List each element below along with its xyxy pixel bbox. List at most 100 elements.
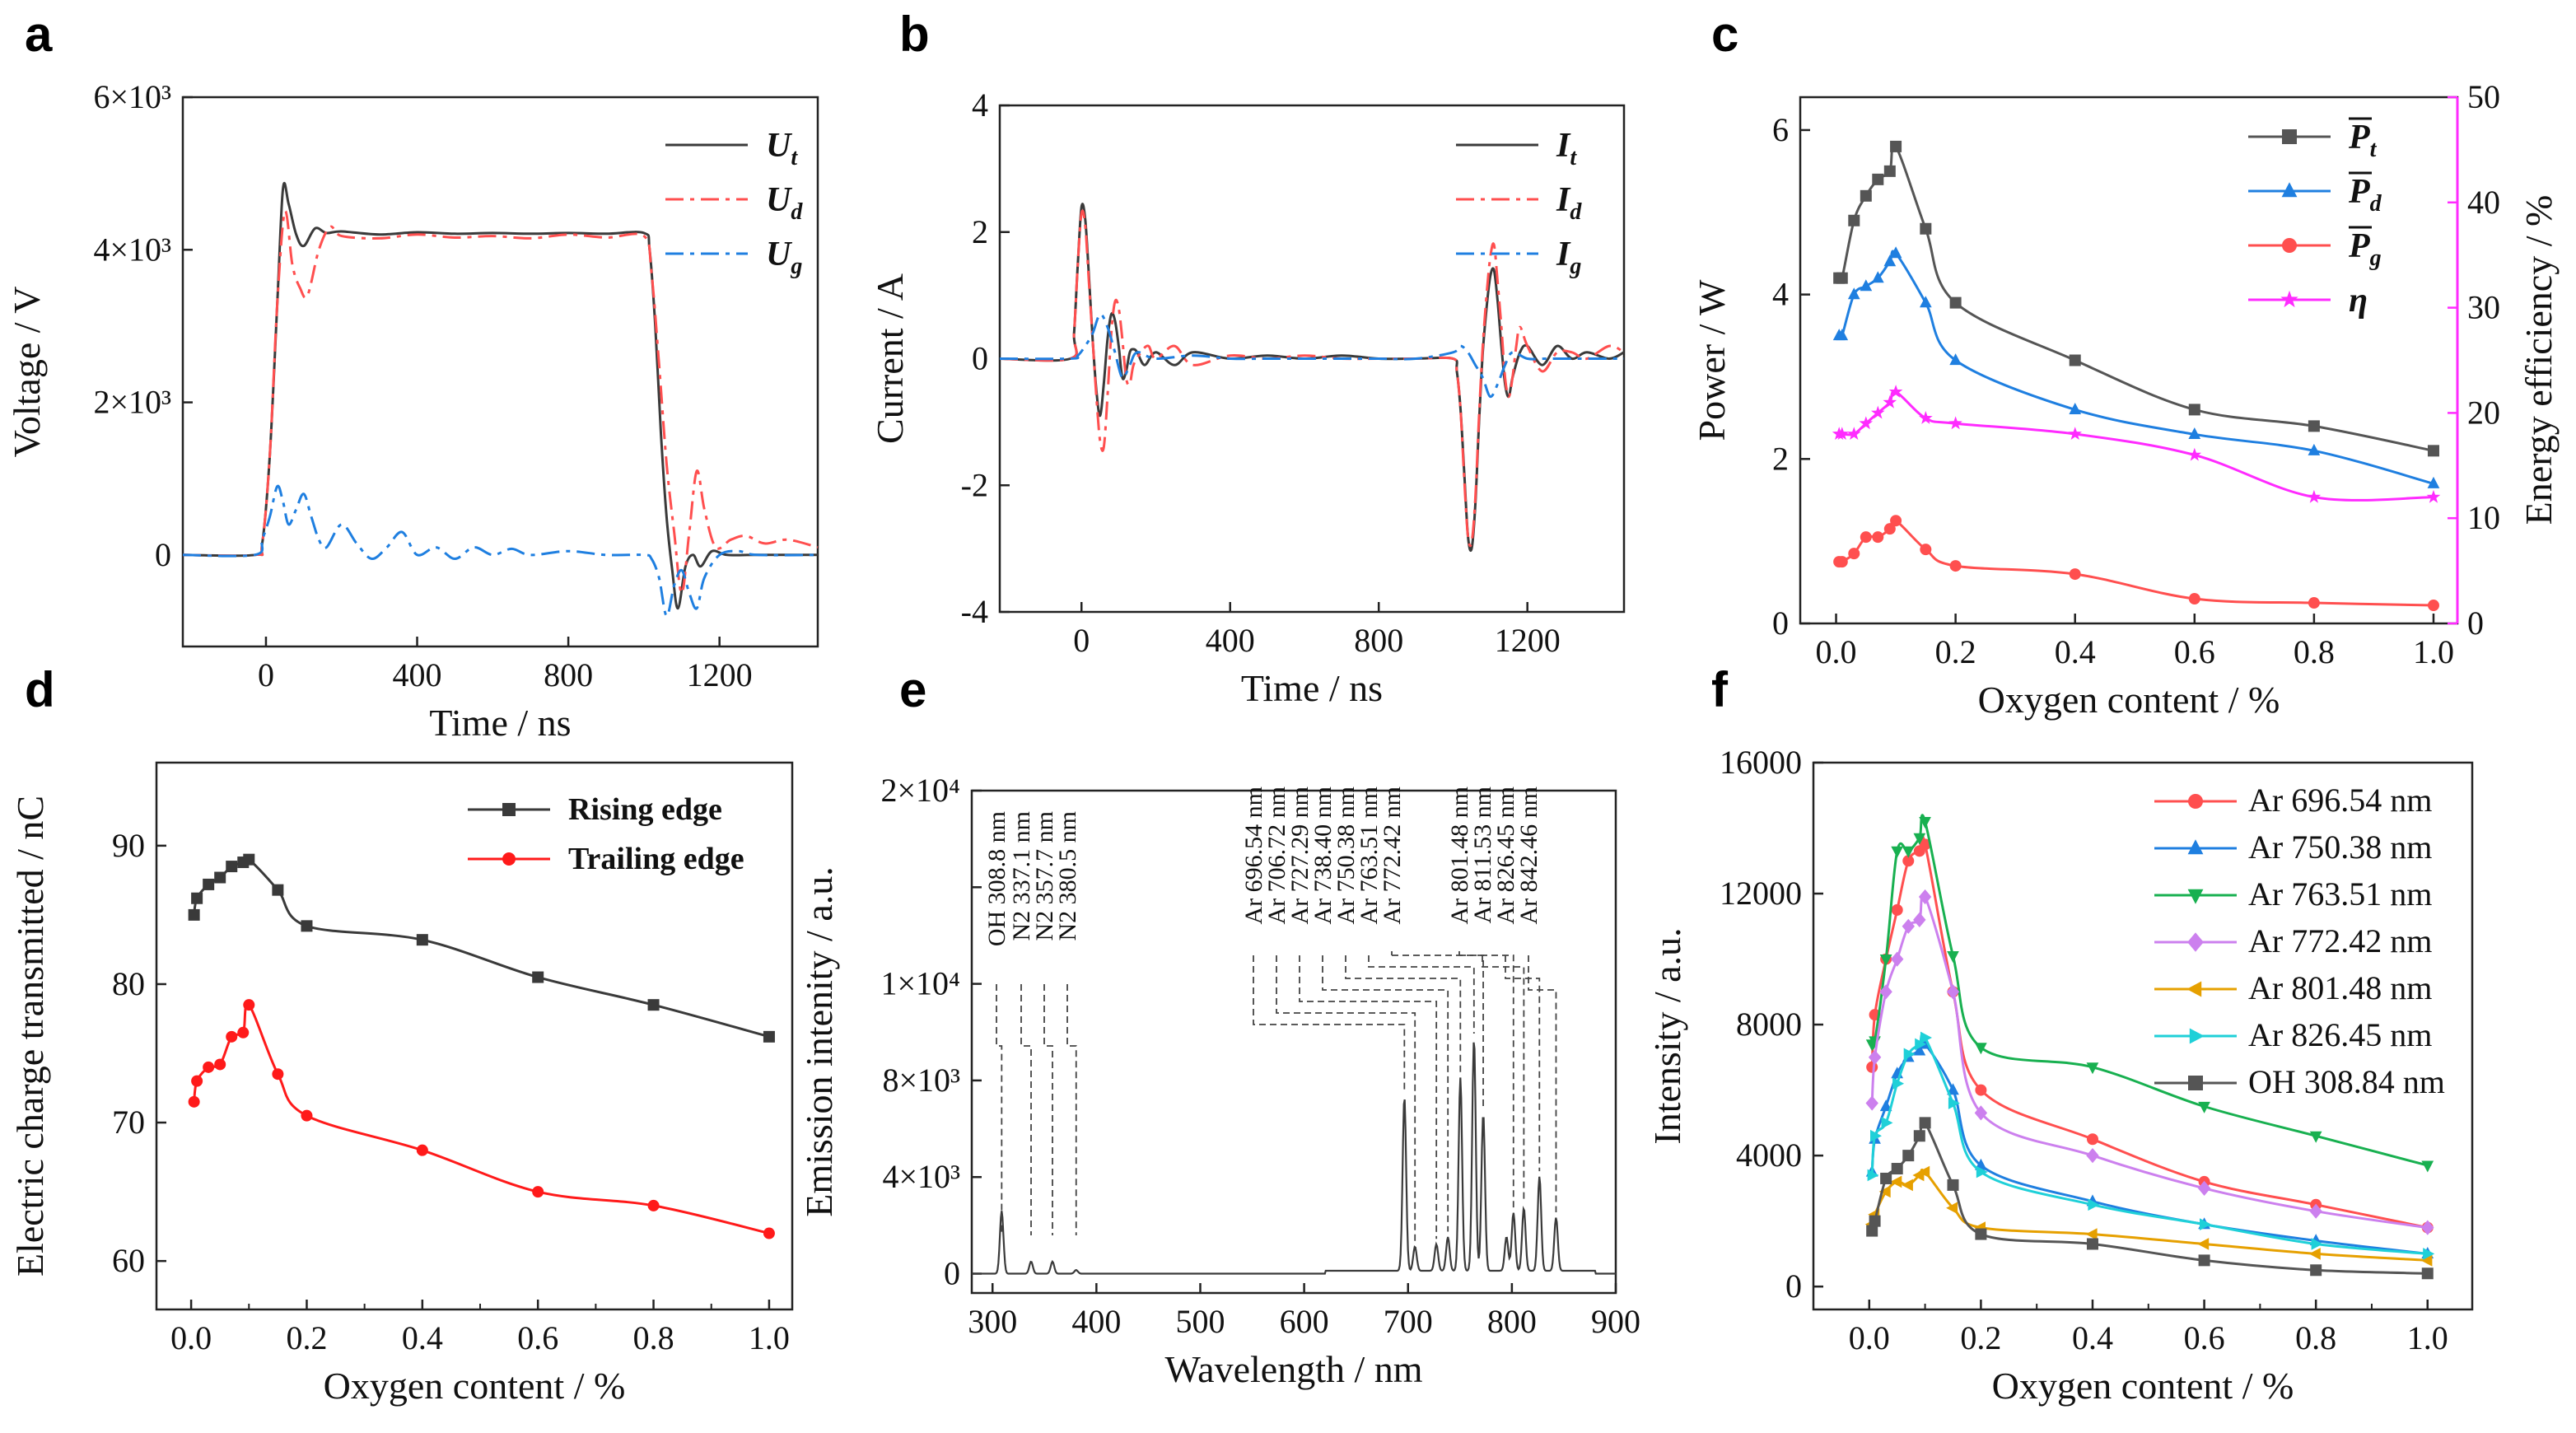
- data-point: [1836, 329, 1849, 341]
- data-point: [2188, 593, 2200, 605]
- data-point: [1881, 1117, 1893, 1129]
- x-tick-label: 0.2: [1960, 1319, 2001, 1356]
- legend-Id-main: I: [1556, 181, 1571, 219]
- y-tick-label: 90: [112, 827, 145, 864]
- y-right-axis-label: Energy efficiency / %: [2518, 195, 2560, 525]
- data-point: [1975, 1084, 1987, 1096]
- legend-η-main: η: [2349, 282, 2368, 320]
- panel-e: 300 400 500 600 700 800 900 0 4×10³ 8×10³ 1×10⁴ 2×1…: [798, 772, 1640, 1390]
- legend-Ug-sub: g: [790, 254, 802, 279]
- data-point: [1883, 254, 1897, 267]
- legend-marker: [502, 803, 516, 816]
- series-Ar 763.51 nm: [1870, 814, 2429, 1167]
- data-point: [2308, 420, 2320, 432]
- panel-label-b: b: [899, 7, 930, 62]
- legend-Ud: Ud: [766, 181, 803, 225]
- legend-Ig: Ig: [1556, 236, 1581, 279]
- data-point: [2085, 1228, 2098, 1240]
- data-point: [1836, 272, 1848, 284]
- legend-marker: [2280, 290, 2298, 308]
- legend-marker: [2187, 932, 2204, 952]
- data-point: [1919, 817, 1931, 829]
- data-point: [1866, 1225, 1878, 1237]
- data-point: [1883, 165, 1896, 177]
- data-point: [1872, 173, 1884, 185]
- legend-Ig-main: I: [1556, 236, 1571, 273]
- data-point: [1913, 833, 1926, 845]
- legend-Pt-sub: t: [2370, 137, 2378, 162]
- data-point: [2307, 489, 2322, 503]
- data-point: [1947, 951, 1959, 963]
- data-point: [2086, 1148, 2099, 1164]
- data-point: [2086, 1133, 2098, 1146]
- data-point: [1913, 1130, 1925, 1142]
- series-Ut: [182, 181, 818, 610]
- data-point: [1949, 353, 1962, 366]
- data-point: [532, 1186, 544, 1198]
- data-point: [2420, 1254, 2433, 1267]
- peak-label: Ar 750.38 nm: [1332, 787, 1360, 925]
- data-point: [1892, 1077, 1905, 1090]
- data-point: [1919, 411, 1933, 424]
- y-tick-label: 0: [944, 1255, 960, 1292]
- legend-It: It: [1556, 127, 1577, 170]
- y-tick-label: 6: [1772, 111, 1789, 148]
- panel-label-e: e: [899, 662, 926, 717]
- data-point: [1889, 246, 1902, 259]
- data-point: [2311, 1238, 2323, 1250]
- data-point: [226, 861, 238, 873]
- data-point: [1915, 1038, 1927, 1051]
- data-point: [1913, 912, 1926, 927]
- panel-label-a: a: [25, 7, 53, 62]
- peak-leader: [1043, 984, 1053, 1235]
- y-axis-label: Emission intenity / a.u.: [798, 866, 840, 1216]
- legend-Ar 763.51 nm: Ar 763.51 nm: [2248, 875, 2432, 913]
- legend-Ar 801.48 nm: Ar 801.48 nm: [2248, 969, 2432, 1006]
- y-right-tick-label: 10: [2467, 499, 2500, 536]
- y-tick-label: 6×10³: [93, 78, 171, 115]
- data-point: [2427, 476, 2440, 488]
- data-point: [1948, 1097, 1960, 1109]
- y-right-tick-label: 20: [2467, 394, 2500, 431]
- y-tick-label: 4×10³: [93, 231, 171, 268]
- x-tick-label: 900: [1591, 1303, 1640, 1340]
- data-point: [272, 1068, 284, 1081]
- data-point: [1947, 1083, 1959, 1095]
- x-axis-label: Time / ns: [1241, 667, 1383, 709]
- x-tick-label: 0.4: [2072, 1319, 2113, 1356]
- panel-f: 0.0 0.2 0.4 0.6 0.8 1.0 0 4000 8000 12000 16000 Oxy…: [1646, 744, 2474, 1407]
- data-point: [2421, 1160, 2434, 1173]
- legend-Pd-sub: d: [2370, 191, 2382, 217]
- y-axis-label: Intensity / a.u.: [1646, 927, 1688, 1144]
- data-point: [1879, 984, 1892, 1000]
- series-Pg: [1838, 518, 2434, 607]
- x-tick-label: 800: [1354, 622, 1403, 659]
- data-point: [1947, 1179, 1959, 1191]
- data-point: [1920, 222, 1932, 235]
- legend-Ut-main: U: [766, 127, 793, 165]
- data-point: [191, 892, 203, 904]
- panel-label-f: f: [1711, 662, 1729, 717]
- data-point: [2200, 1218, 2211, 1230]
- x-tick-label: 0.2: [1935, 633, 1976, 670]
- y-tick-label: 4: [972, 86, 988, 124]
- peak-label: Ar 696.54 nm: [1240, 787, 1267, 925]
- plot-frame: [155, 761, 794, 1311]
- x-tick-label: 1200: [687, 656, 753, 693]
- legend-OH 308.84 nm: OH 308.84 nm: [2248, 1063, 2445, 1100]
- data-point: [1836, 556, 1848, 568]
- data-point: [2069, 354, 2081, 366]
- data-point: [1872, 271, 1884, 283]
- x-tick-label: 0.2: [286, 1319, 327, 1356]
- y-tick-label: 0: [972, 340, 988, 377]
- data-point: [532, 971, 544, 983]
- legend-Pg-main: P: [2348, 227, 2370, 265]
- data-point: [1974, 1105, 1988, 1121]
- legend-marker: [2188, 794, 2203, 809]
- data-point: [2197, 1238, 2210, 1250]
- data-point: [203, 878, 215, 890]
- data-point: [2088, 1198, 2100, 1211]
- x-tick-label: 0.6: [2174, 633, 2215, 670]
- peak-leader: [1391, 951, 1484, 1109]
